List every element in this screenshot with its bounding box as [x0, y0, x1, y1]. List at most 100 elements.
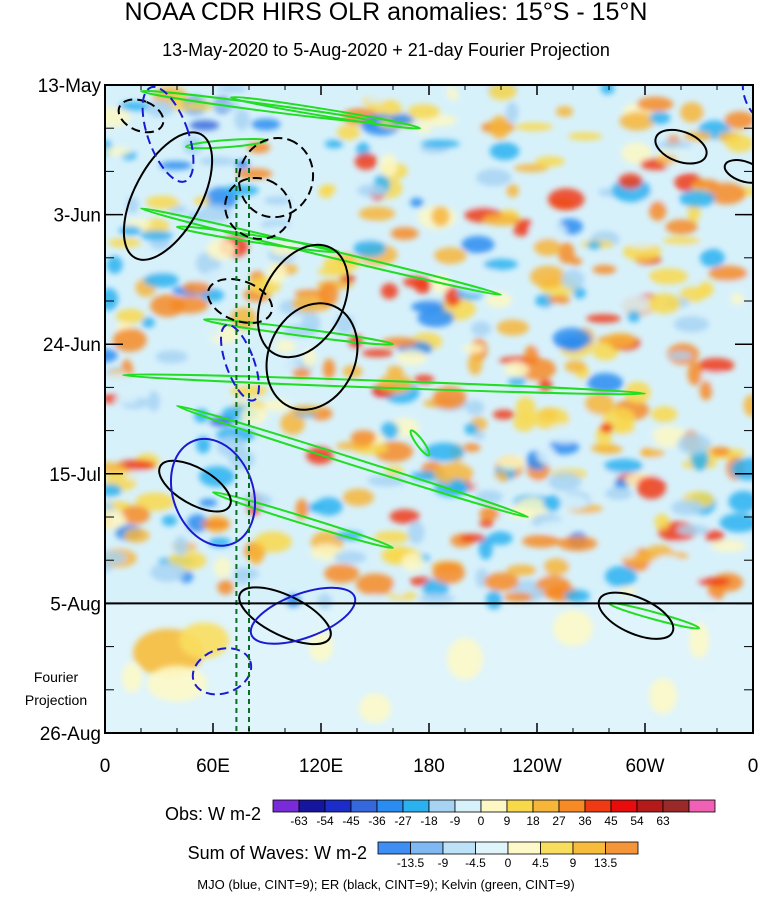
- legend-tick-label: -18: [420, 814, 438, 828]
- anomaly-cell: [410, 197, 424, 208]
- kelvin-contour: [229, 95, 422, 130]
- er-contour: [237, 136, 315, 219]
- anomaly-cell: [118, 225, 142, 236]
- anomaly-cell: [479, 506, 500, 522]
- anomaly-cell: [155, 350, 188, 364]
- anomaly-cell: [600, 422, 614, 433]
- anomaly-cell: [485, 292, 512, 308]
- y-tick-label: 15-Jul: [49, 465, 101, 486]
- legend-tick-label: 54: [630, 814, 644, 828]
- legend-swatch: [540, 841, 574, 855]
- anomaly-cell: [353, 240, 387, 258]
- anomaly-cell: [687, 361, 703, 386]
- anomaly-cell: [529, 220, 567, 244]
- anomaly-cell: [503, 592, 533, 602]
- projection-anomaly: [447, 637, 483, 680]
- anomaly-cell: [537, 306, 554, 328]
- x-tick-label: 60W: [625, 756, 664, 777]
- legend-swatch: [350, 799, 378, 813]
- anomaly-cell: [105, 550, 127, 566]
- anomaly-cell: [318, 282, 339, 307]
- anomaly-cell: [462, 343, 485, 354]
- anomaly-cell: [697, 357, 735, 373]
- anomaly-cell: [489, 115, 510, 140]
- anomaly-cell: [506, 184, 520, 198]
- y-tick-label: 24-Jun: [43, 335, 101, 356]
- legend-swatch: [442, 841, 476, 855]
- anomaly-cell: [704, 530, 725, 542]
- anomaly-cell: [535, 293, 554, 308]
- anomaly-cell: [120, 505, 150, 525]
- anomaly-cell: [464, 422, 478, 436]
- anomaly-cell: [725, 305, 744, 315]
- anomaly-cell: [324, 139, 344, 149]
- anomaly-cell: [170, 296, 209, 314]
- anomaly-cell: [648, 268, 689, 285]
- anomaly-cell: [506, 564, 538, 577]
- anomaly-cell: [469, 475, 501, 489]
- legend-tick-label: 36: [578, 814, 592, 828]
- anomaly-cell: [673, 316, 710, 333]
- anomaly-cell: [564, 589, 590, 603]
- anomaly-cell: [670, 541, 695, 552]
- anomaly-cell: [418, 593, 455, 605]
- legend-tick-label: 13.5: [594, 856, 618, 870]
- er-contour: [238, 586, 332, 646]
- kelvin-contour: [211, 491, 395, 550]
- anomaly-cell: [561, 269, 585, 290]
- projection-anomaly: [179, 622, 229, 659]
- legend-tick-label: -4.5: [465, 856, 486, 870]
- anomaly-cell: [543, 558, 570, 576]
- er-contour: [122, 131, 214, 261]
- legend-swatch: [376, 799, 404, 813]
- anomaly-cell: [251, 118, 281, 131]
- anomaly-cell: [680, 102, 704, 123]
- anomaly-cell: [627, 310, 641, 323]
- anomaly-cell: [586, 314, 621, 323]
- anomaly-cell: [513, 413, 536, 432]
- anomaly-cell: [342, 488, 375, 507]
- anomaly-cell: [489, 142, 520, 161]
- anomaly-cell: [105, 461, 125, 473]
- anomaly-cell: [113, 395, 139, 404]
- projection-anomaly: [309, 631, 333, 662]
- anomaly-cell: [161, 514, 178, 527]
- anomaly-cell: [465, 400, 485, 416]
- mjo-contour: [220, 323, 260, 402]
- anomaly-cell: [594, 444, 624, 454]
- y-tick-label: 26-Aug: [40, 724, 101, 745]
- anomaly-cell: [508, 376, 526, 386]
- anomaly-cell: [707, 182, 746, 205]
- anomaly-cell: [291, 368, 311, 379]
- anomaly-cell: [368, 594, 382, 604]
- anomaly-cell: [548, 471, 582, 492]
- er-contour: [256, 243, 350, 359]
- anomaly-cell: [559, 336, 585, 352]
- anomaly-cell: [270, 361, 300, 376]
- kelvin-contour: [139, 207, 503, 296]
- anomaly-cell: [505, 101, 519, 124]
- wave-contours: [117, 85, 753, 696]
- anomaly-cell: [615, 538, 638, 559]
- anomaly-cell: [514, 219, 533, 228]
- anomaly-cell: [708, 265, 748, 281]
- legend-tick-label: -54: [316, 814, 334, 828]
- anomaly-cell: [484, 572, 520, 591]
- anomaly-cell: [407, 520, 425, 545]
- anomaly-cell: [105, 483, 122, 497]
- anomaly-cell: [535, 339, 552, 355]
- anomaly-cell: [546, 423, 584, 444]
- anomaly-cell: [654, 513, 670, 530]
- anomaly-cell: [275, 339, 296, 353]
- kelvin-contour: [139, 89, 377, 124]
- anomaly-cell: [118, 101, 150, 111]
- anomaly-cell: [533, 238, 562, 256]
- anomaly-cell: [125, 471, 157, 481]
- anomaly-cell: [233, 567, 260, 580]
- anomaly-cell: [615, 277, 651, 291]
- anomaly-cell: [649, 111, 671, 125]
- anomaly-cell: [483, 258, 518, 270]
- anomaly-cell: [692, 178, 719, 190]
- legend-swatch: [298, 799, 326, 813]
- anomaly-cell: [196, 436, 211, 454]
